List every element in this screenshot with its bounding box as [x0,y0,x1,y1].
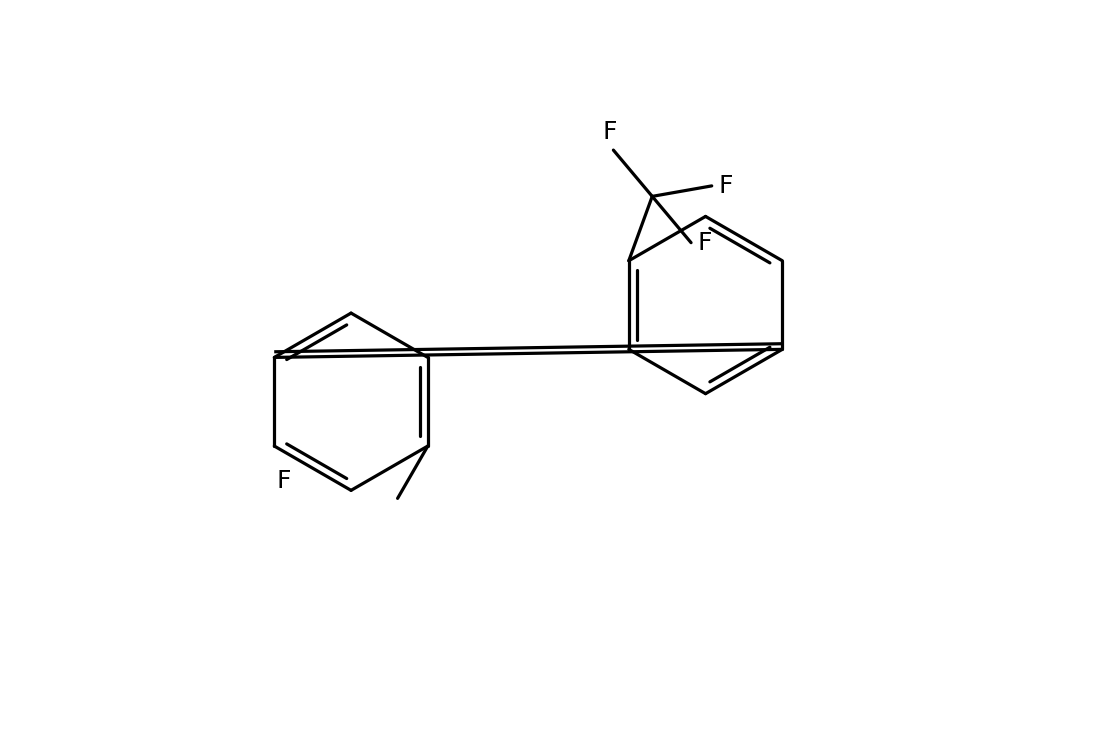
Text: F: F [718,174,732,198]
Text: F: F [602,120,617,143]
Text: F: F [277,469,292,493]
Text: F: F [698,231,712,255]
